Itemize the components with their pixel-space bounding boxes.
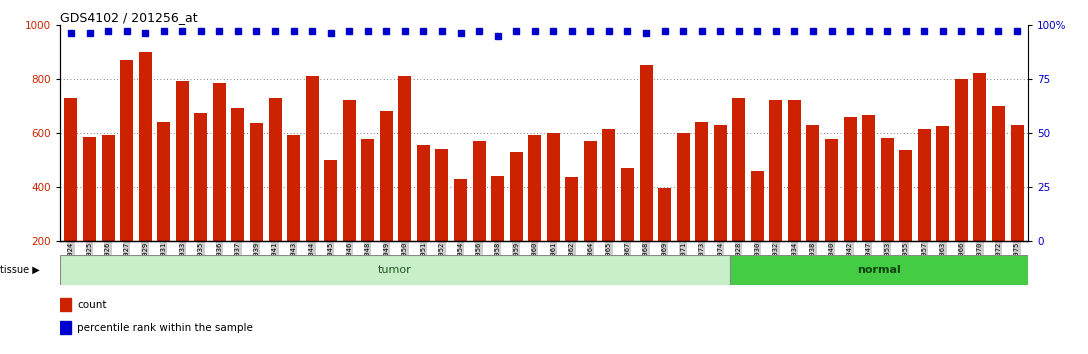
Bar [640,65,653,295]
Text: percentile rank within the sample: percentile rank within the sample [77,323,254,333]
Bar [880,138,893,295]
Bar [306,76,319,295]
Bar [547,133,559,295]
Bar [158,122,170,295]
Text: tumor: tumor [379,265,412,275]
Bar [509,152,522,295]
Bar [398,76,411,295]
Bar [120,60,133,295]
Bar [658,188,671,295]
Bar [955,79,968,295]
Bar [60,255,730,285]
Bar [287,136,300,295]
Bar [603,129,616,295]
Bar [176,81,188,295]
Bar [1011,125,1024,295]
Text: tissue ▶: tissue ▶ [0,265,40,275]
Bar [138,52,151,295]
Bar [974,73,987,295]
Bar [788,100,801,295]
Bar [714,125,727,295]
Bar [584,141,597,295]
Bar [529,136,541,295]
Bar [825,139,838,295]
Bar [751,171,764,295]
Bar [83,137,96,295]
Bar [454,179,467,295]
Bar [621,168,634,295]
Bar [269,98,282,295]
Bar [491,176,504,295]
Bar [730,255,1028,285]
Text: GDS4102 / 201256_at: GDS4102 / 201256_at [60,11,197,24]
Bar [992,106,1005,295]
Bar [435,149,448,295]
Bar [677,133,690,295]
Bar [64,98,77,295]
Bar [417,145,430,295]
Bar [101,136,114,295]
Bar [843,116,856,295]
Bar [60,321,72,334]
Bar [472,141,485,295]
Text: normal: normal [857,265,901,275]
Bar [695,122,708,295]
Bar [361,139,374,295]
Bar [806,125,819,295]
Bar [862,115,875,295]
Bar [918,129,930,295]
Bar [324,160,337,295]
Bar [566,177,579,295]
Bar [213,83,226,295]
Text: count: count [77,300,107,310]
Bar [343,100,356,295]
Bar [732,98,745,295]
Bar [232,108,245,295]
Bar [250,123,263,295]
Bar [380,111,393,295]
Bar [937,126,950,295]
Bar [195,113,208,295]
Bar [900,150,912,295]
Bar [769,100,782,295]
Bar [60,298,72,311]
